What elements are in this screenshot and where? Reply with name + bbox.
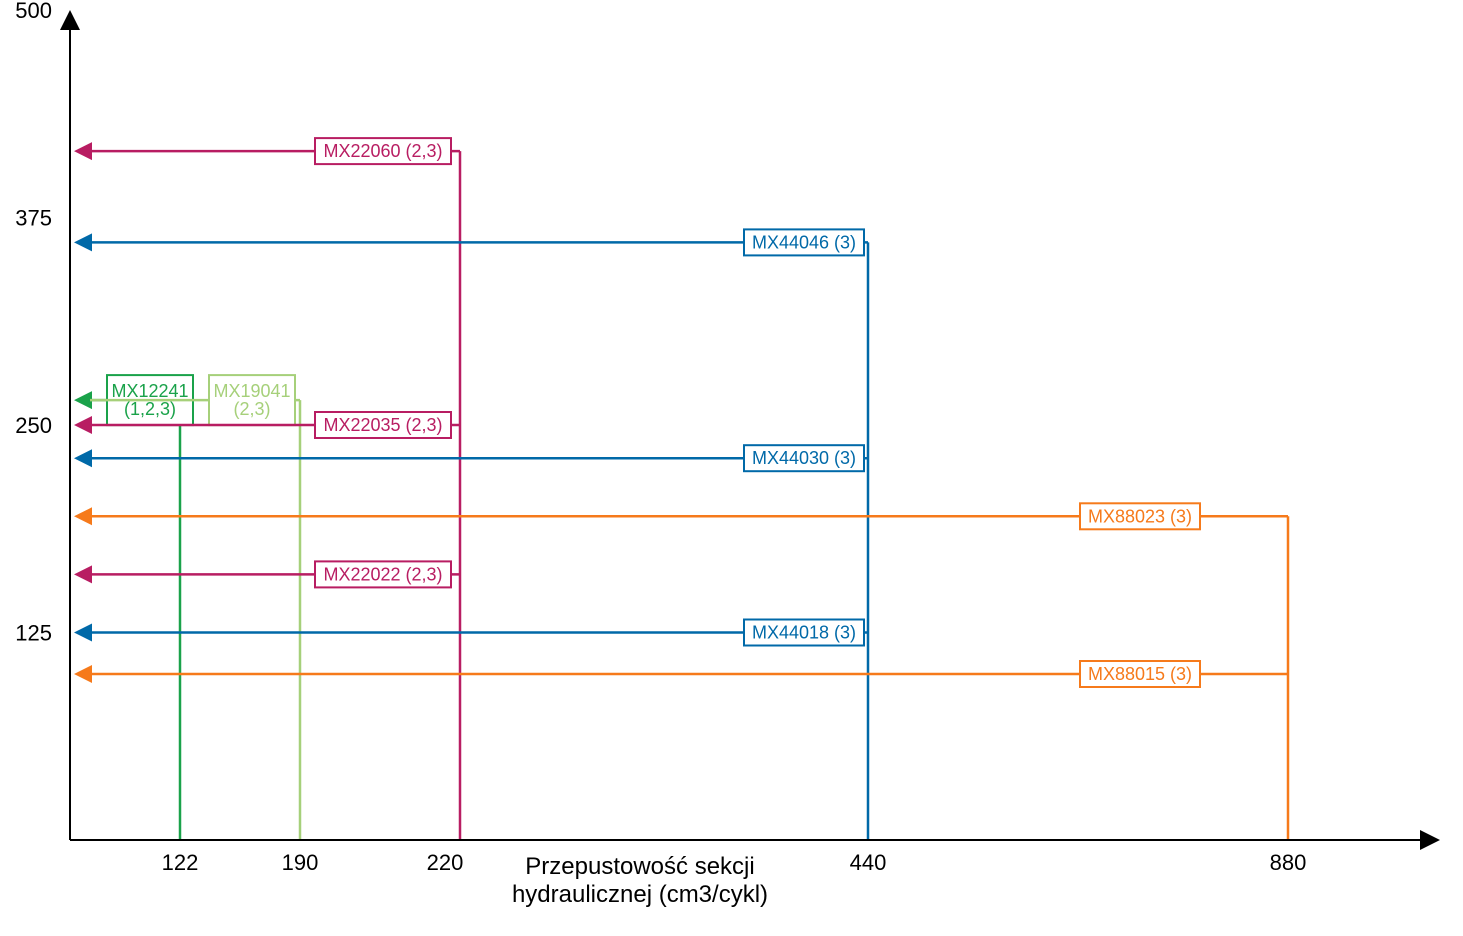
xtick-880: 880 — [1270, 850, 1307, 875]
ytick-375: 375 — [15, 206, 52, 231]
ytick-125: 125 — [15, 621, 52, 646]
label-text-mx12241-1: (1,2,3) — [124, 399, 176, 419]
x-axis-label-1: hydraulicznej (cm3/cykl) — [512, 881, 768, 908]
xtick-220: 220 — [427, 850, 464, 875]
label-text-mx19041-1: (2,3) — [233, 399, 270, 419]
label-text-mx22060-0: MX22060 (2,3) — [323, 141, 442, 161]
hydraulic-chart: MX12241(1,2,3) MX19041(2,3) MX22060 (2,3) M… — [0, 0, 1463, 936]
label-text-mx19041-0: MX19041 — [213, 381, 290, 401]
xtick-440: 440 — [850, 850, 887, 875]
label-text-mx12241-0: MX12241 — [111, 381, 188, 401]
label-text-mx22035-0: MX22035 (2,3) — [323, 415, 442, 435]
xtick-122: 122 — [162, 850, 199, 875]
label-text-mx44030-0: MX44030 (3) — [752, 448, 856, 468]
xtick-190: 190 — [282, 850, 319, 875]
ytick-500: 500 — [15, 0, 52, 23]
label-text-mx44046-0: MX44046 (3) — [752, 232, 856, 252]
label-text-mx88023-0: MX88023 (3) — [1088, 506, 1192, 526]
x-axis-label-0: Przepustowość sekcji — [525, 853, 754, 880]
label-text-mx88015-0: MX88015 (3) — [1088, 664, 1192, 684]
ytick-250: 250 — [15, 413, 52, 438]
label-text-mx44018-0: MX44018 (3) — [752, 623, 856, 643]
label-text-mx22022-0: MX22022 (2,3) — [323, 564, 442, 584]
